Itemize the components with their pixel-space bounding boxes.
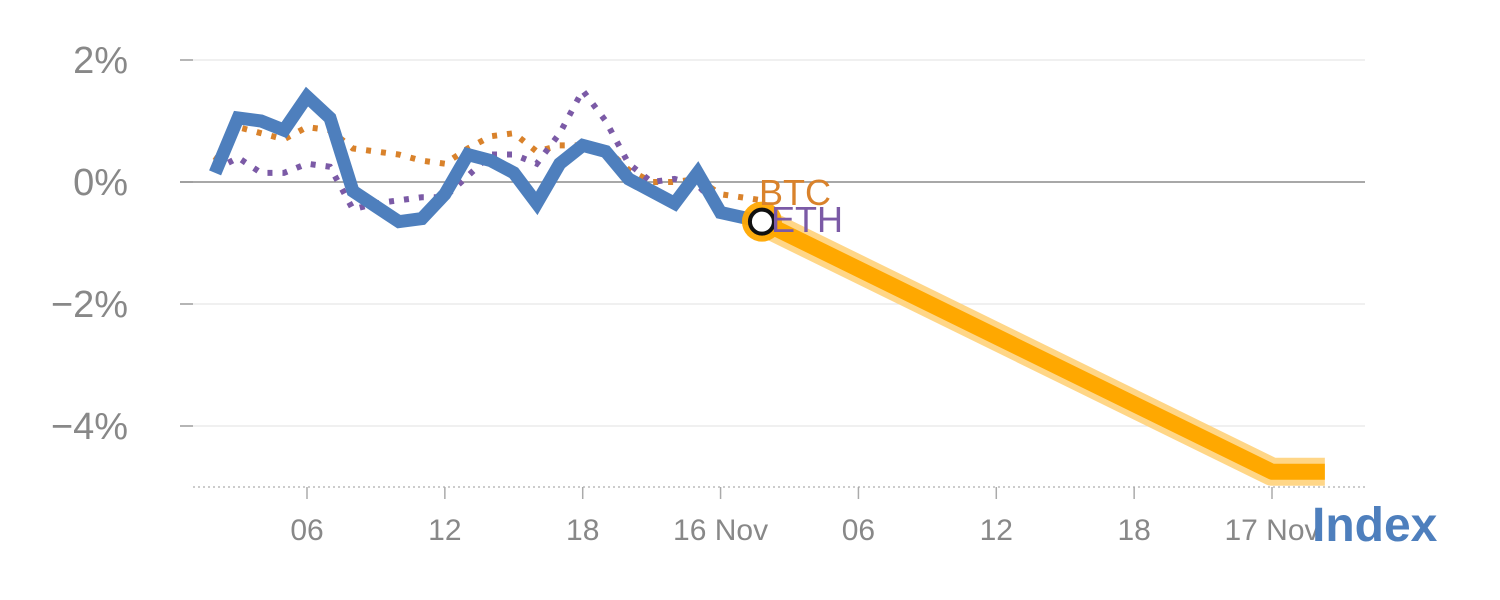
series-layer bbox=[209, 84, 764, 229]
y-tick-label: 0% bbox=[73, 162, 128, 204]
x-axis: 06 12 18 16 Nov 06 12 18 17 Nov bbox=[193, 486, 1365, 547]
marker-layer bbox=[741, 201, 782, 242]
x-tick-label: 06 bbox=[290, 514, 323, 547]
y-axis: 2% 0% −2% −4% bbox=[51, 40, 193, 448]
x-tick-label: 17 Nov bbox=[1224, 514, 1319, 547]
label-layer: BTC ETH Index bbox=[759, 172, 1438, 552]
projection-line bbox=[758, 214, 1325, 480]
x-tick-label: 18 bbox=[566, 514, 599, 547]
current-point-marker bbox=[747, 207, 776, 236]
y-tick-label: 2% bbox=[73, 40, 128, 82]
x-tick-label: 12 bbox=[428, 514, 461, 547]
x-tick-label: 12 bbox=[980, 514, 1013, 547]
projection-layer bbox=[755, 209, 1325, 486]
series-line-index bbox=[209, 86, 764, 229]
series-line-btc bbox=[212, 123, 763, 204]
y-tick-label: −2% bbox=[51, 284, 128, 326]
x-tick-label: 06 bbox=[842, 514, 875, 547]
series-label-index: Index bbox=[1312, 499, 1438, 552]
series-label-eth: ETH bbox=[771, 199, 843, 240]
y-tick-label: −4% bbox=[51, 406, 128, 448]
series-label-btc: BTC bbox=[759, 172, 831, 213]
x-tick-label: 18 bbox=[1117, 514, 1150, 547]
x-tick-label: 16 Nov bbox=[673, 514, 768, 547]
grid-layer bbox=[180, 59, 1365, 427]
